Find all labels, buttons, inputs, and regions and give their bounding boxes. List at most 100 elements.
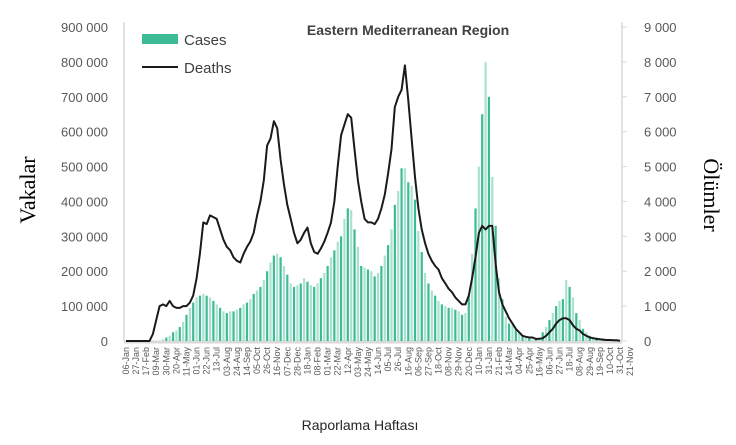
x-tick-label: 26-Oct bbox=[262, 347, 272, 375]
cases-bar bbox=[346, 208, 349, 341]
x-tick-label: 06-Sep bbox=[413, 347, 423, 376]
cases-bar bbox=[565, 279, 568, 341]
cases-bar bbox=[232, 311, 235, 341]
cases-bar bbox=[521, 335, 524, 341]
cases-bar bbox=[387, 245, 390, 341]
y-right-tick-label: 1 000 bbox=[644, 299, 677, 314]
x-tick-label: 16-May bbox=[534, 347, 544, 378]
cases-bar bbox=[400, 168, 403, 341]
cases-bar bbox=[380, 265, 383, 341]
x-tick-label: 26-Jul bbox=[393, 347, 403, 372]
cases-bar bbox=[504, 316, 507, 341]
cases-bar bbox=[309, 285, 312, 341]
x-tick-label: 27-Sep bbox=[423, 347, 433, 376]
x-tick-label: 18-Oct bbox=[434, 347, 444, 375]
y-right-tick-label: 3 000 bbox=[644, 229, 677, 244]
cases-bar bbox=[249, 299, 252, 341]
y-right-tick-label: 7 000 bbox=[644, 90, 677, 105]
cases-bar bbox=[508, 323, 511, 341]
x-tick-label: 01-Mar bbox=[323, 347, 333, 376]
cases-bar bbox=[286, 274, 289, 341]
cases-bar bbox=[528, 338, 531, 341]
deaths-line bbox=[126, 64, 621, 342]
cases-bar bbox=[474, 208, 477, 341]
cases-bar bbox=[440, 304, 443, 341]
x-tick-label: 27-Jan bbox=[131, 347, 141, 375]
x-tick-label: 16-Aug bbox=[403, 347, 413, 376]
cases-bar bbox=[575, 313, 578, 341]
cases-bar bbox=[518, 332, 521, 341]
cases-bar bbox=[326, 265, 329, 341]
cases-bar bbox=[491, 177, 494, 341]
cases-bar bbox=[185, 314, 188, 341]
x-tick-label: 03-May bbox=[353, 347, 363, 378]
cases-bar bbox=[333, 250, 336, 341]
x-tick-label: 24-May bbox=[363, 347, 373, 378]
cases-bar bbox=[222, 311, 225, 341]
y-right-tick-label: 8 000 bbox=[644, 55, 677, 70]
cases-bar bbox=[269, 262, 272, 341]
cases-bar bbox=[393, 204, 396, 341]
cases-bar bbox=[202, 293, 205, 341]
cases-bar bbox=[407, 182, 410, 341]
cases-bar bbox=[383, 255, 386, 341]
cases-bar bbox=[242, 304, 245, 341]
cases-bar bbox=[208, 297, 212, 341]
cases-bar bbox=[262, 279, 265, 341]
y-right-tick-label: 0 bbox=[644, 334, 651, 349]
x-tick-label: 18-Jul bbox=[565, 347, 575, 372]
cases-bar bbox=[171, 332, 175, 341]
cases-bar bbox=[316, 283, 319, 341]
x-tick-label: 31-Jan bbox=[484, 347, 494, 375]
cases-bar bbox=[390, 229, 393, 341]
cases-bar bbox=[524, 337, 528, 341]
x-tick-label: 03-Aug bbox=[222, 347, 232, 376]
cases-bar bbox=[497, 278, 501, 341]
cases-bar bbox=[487, 96, 491, 342]
cases-bar bbox=[282, 265, 286, 341]
cases-bar bbox=[376, 272, 380, 341]
cases-bar bbox=[450, 307, 454, 341]
y-right-tick-label: 5 000 bbox=[644, 160, 677, 175]
cases-bar bbox=[303, 278, 306, 341]
x-tick-label: 14-Sep bbox=[242, 347, 252, 376]
cases-bar bbox=[218, 307, 222, 341]
cases-bar bbox=[323, 272, 326, 341]
cases-bar bbox=[343, 218, 346, 341]
cases-bar bbox=[245, 302, 249, 341]
y-left-tick-label: 100 000 bbox=[61, 299, 108, 314]
cases-bar bbox=[161, 339, 165, 341]
cases-bar bbox=[350, 210, 353, 341]
cases-bar bbox=[417, 231, 420, 341]
cases-bar bbox=[366, 269, 370, 341]
cases-bar bbox=[205, 295, 208, 341]
x-tick-label: 12-Apr bbox=[343, 347, 353, 374]
cases-bar bbox=[175, 330, 178, 341]
y-right-tick-label: 6 000 bbox=[644, 125, 677, 140]
cases-bar bbox=[460, 314, 464, 341]
x-tick-label: 21-Feb bbox=[494, 347, 504, 376]
cases-bar bbox=[239, 307, 242, 341]
cases-bar bbox=[192, 302, 195, 341]
y-left-tick-label: 200 000 bbox=[61, 264, 108, 279]
cases-bar bbox=[229, 311, 232, 341]
cases-bar bbox=[165, 337, 168, 341]
cases-bar bbox=[235, 309, 238, 341]
x-tick-label: 13-Jul bbox=[212, 347, 222, 372]
cases-bar bbox=[373, 276, 376, 341]
cases-bar bbox=[178, 327, 181, 341]
cases-bar bbox=[477, 166, 480, 341]
axes: 0 100 000 200 000 300 000 400 000 500 000 600 … bbox=[61, 20, 677, 349]
x-tick-label: 05-Jul bbox=[383, 347, 393, 372]
cases-bar bbox=[198, 295, 202, 341]
x-tick-label: 30-Mar bbox=[161, 347, 171, 376]
cases-bar bbox=[292, 286, 296, 341]
y-right-tick-label: 9 000 bbox=[644, 20, 677, 35]
x-tick-label: 14-Mar bbox=[504, 347, 514, 376]
cases-bar bbox=[534, 339, 538, 341]
y-left-tick-label: 300 000 bbox=[61, 229, 108, 244]
x-tick-label: 22-Jun bbox=[202, 347, 212, 375]
y-right-tick-label: 4 000 bbox=[644, 194, 677, 209]
cases-bar bbox=[541, 332, 544, 341]
